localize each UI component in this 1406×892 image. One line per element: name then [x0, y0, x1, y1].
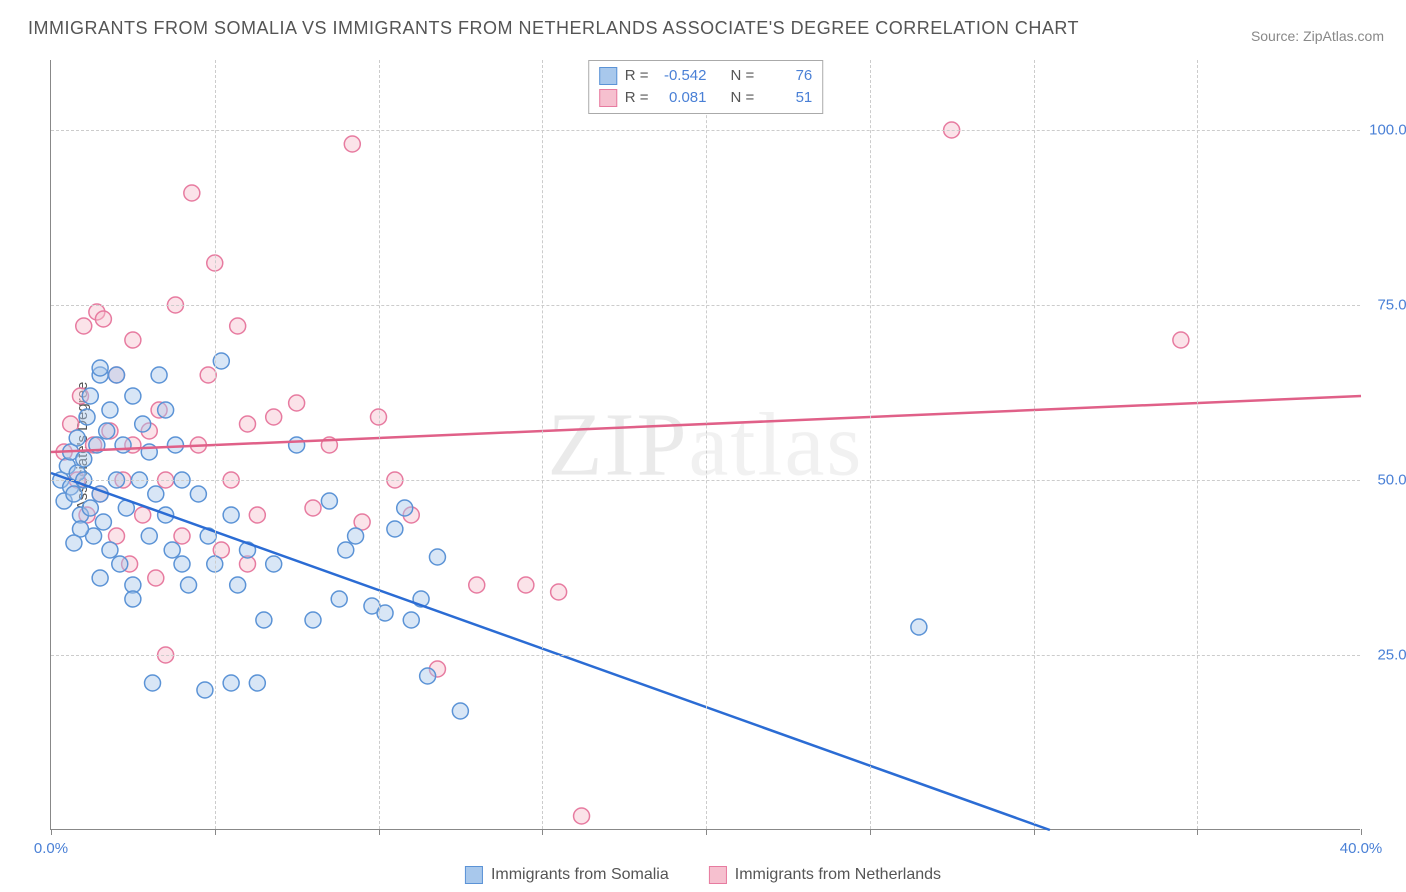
data-point — [197, 682, 213, 698]
r-value: -0.542 — [657, 65, 707, 87]
data-point — [92, 570, 108, 586]
data-point — [148, 570, 164, 586]
data-point — [158, 402, 174, 418]
data-point — [223, 507, 239, 523]
data-point — [403, 612, 419, 628]
data-point — [190, 486, 206, 502]
data-point — [125, 591, 141, 607]
data-point — [1173, 332, 1189, 348]
legend-swatch-icon — [465, 866, 483, 884]
legend-stats-row: R = 0.081 N = 51 — [599, 87, 813, 109]
data-point — [184, 185, 200, 201]
x-tick-label: 40.0% — [1340, 840, 1383, 857]
data-point — [469, 577, 485, 593]
data-point — [79, 409, 95, 425]
data-point — [66, 486, 82, 502]
data-point — [109, 367, 125, 383]
data-point — [125, 388, 141, 404]
n-value: 51 — [762, 87, 812, 109]
data-point — [348, 528, 364, 544]
data-point — [551, 584, 567, 600]
data-point — [181, 577, 197, 593]
n-value: 76 — [762, 65, 812, 87]
y-tick-label: 75.0% — [1365, 297, 1406, 314]
data-point — [141, 528, 157, 544]
data-point — [135, 416, 151, 432]
chart-title: IMMIGRANTS FROM SOMALIA VS IMMIGRANTS FR… — [28, 18, 1079, 39]
data-point — [102, 542, 118, 558]
data-point — [92, 360, 108, 376]
y-tick-label: 25.0% — [1365, 647, 1406, 664]
legend-label: Immigrants from Netherlands — [735, 866, 941, 884]
data-point — [452, 703, 468, 719]
data-point — [289, 395, 305, 411]
data-point — [145, 675, 161, 691]
data-point — [99, 423, 115, 439]
data-point — [66, 535, 82, 551]
legend-item: Immigrants from Somalia — [465, 866, 669, 884]
x-tick-label: 0.0% — [34, 840, 68, 857]
data-point — [518, 577, 534, 593]
data-point — [397, 500, 413, 516]
data-point — [151, 367, 167, 383]
legend-label: Immigrants from Somalia — [491, 866, 669, 884]
data-point — [331, 591, 347, 607]
data-point — [266, 556, 282, 572]
r-value: 0.081 — [657, 87, 707, 109]
r-label: R = — [625, 87, 649, 109]
data-point — [230, 318, 246, 334]
r-label: R = — [625, 65, 649, 87]
legend-swatch-icon — [709, 866, 727, 884]
data-point — [115, 437, 131, 453]
data-point — [429, 549, 445, 565]
data-point — [256, 612, 272, 628]
data-point — [387, 521, 403, 537]
legend-stats: R = -0.542 N = 76 R = 0.081 N = 51 — [588, 60, 824, 114]
plot-area: R = -0.542 N = 76 R = 0.081 N = 51 ZIPat… — [50, 60, 1360, 830]
data-point — [125, 332, 141, 348]
data-point — [305, 612, 321, 628]
data-point — [289, 437, 305, 453]
source-label: Source: ZipAtlas.com — [1251, 28, 1384, 44]
data-point — [148, 486, 164, 502]
data-point — [76, 318, 92, 334]
data-point — [338, 542, 354, 558]
data-point — [344, 136, 360, 152]
n-label: N = — [731, 65, 755, 87]
legend-series: Immigrants from Somalia Immigrants from … — [465, 866, 941, 884]
data-point — [102, 402, 118, 418]
data-point — [249, 675, 265, 691]
data-point — [174, 556, 190, 572]
data-point — [249, 507, 265, 523]
data-point — [574, 808, 590, 824]
data-point — [76, 451, 92, 467]
data-point — [82, 500, 98, 516]
data-point — [321, 493, 337, 509]
data-point — [112, 556, 128, 572]
y-tick-label: 100.0% — [1365, 122, 1406, 139]
data-point — [164, 542, 180, 558]
data-point — [135, 507, 151, 523]
legend-swatch-icon — [599, 67, 617, 85]
data-point — [420, 668, 436, 684]
legend-stats-row: R = -0.542 N = 76 — [599, 65, 813, 87]
trend-line — [51, 473, 1050, 830]
data-point — [174, 528, 190, 544]
n-label: N = — [731, 87, 755, 109]
data-point — [240, 416, 256, 432]
data-point — [95, 514, 111, 530]
data-point — [69, 430, 85, 446]
data-point — [911, 619, 927, 635]
legend-item: Immigrants from Netherlands — [709, 866, 941, 884]
data-point — [266, 409, 282, 425]
data-point — [95, 311, 111, 327]
legend-swatch-icon — [599, 89, 617, 107]
y-tick-label: 50.0% — [1365, 472, 1406, 489]
data-point — [167, 437, 183, 453]
data-point — [82, 388, 98, 404]
data-point — [230, 577, 246, 593]
data-point — [223, 675, 239, 691]
data-point — [305, 500, 321, 516]
